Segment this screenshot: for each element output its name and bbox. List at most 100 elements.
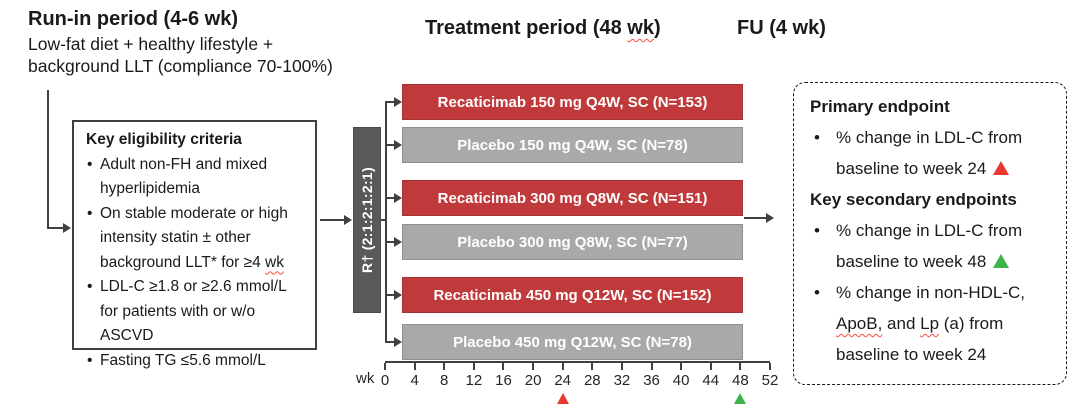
axis-tick-label: 0	[380, 372, 390, 389]
branch-arrowhead-icon-3	[394, 193, 402, 203]
axis-tick	[472, 363, 475, 370]
branch-arrowhead-icon-5	[394, 290, 402, 300]
axis-tick-label: 12	[465, 372, 483, 389]
secondary-endpoint-2-text-part3: (a) from baseline to week 24	[836, 314, 1004, 364]
axis-tick	[413, 363, 416, 370]
eligibility-item-1-text: Adult non-FH and mixed hyperlipidemia	[100, 155, 268, 198]
runin-arrowhead-icon	[63, 223, 71, 233]
week-axis-unit-label: wk	[356, 370, 375, 387]
treatment-period-wk-text: wk	[627, 17, 654, 39]
axis-tick-label: 16	[495, 372, 512, 389]
runin-subtitle-line2: background LLT (compliance 70-100%)	[28, 55, 333, 76]
green-triangle-icon	[993, 254, 1010, 268]
axis-tick	[532, 363, 535, 370]
week24-red-triangle-icon	[556, 393, 569, 404]
axis-tick	[650, 363, 653, 370]
primary-endpoint-item: • % change in LDL-C from baseline to week…	[810, 122, 1050, 184]
axis-tick-label: 52	[761, 372, 779, 389]
eligibility-to-randomization-arrowhead-icon	[344, 215, 352, 225]
axis-tick	[443, 363, 446, 370]
axis-tick-label: 8	[440, 372, 449, 389]
runin-arrow-vertical-line	[47, 90, 49, 229]
axis-tick-label: 48	[732, 372, 749, 389]
eligibility-criteria-box: Key eligibility criteria • Adult non-FH a…	[72, 120, 317, 369]
branch-arrowhead-icon-4	[394, 237, 402, 247]
secondary-endpoints-title: Key secondary endpoints	[810, 190, 1017, 209]
secondary-endpoint-item-1: • % change in LDL-C from baseline to week…	[810, 215, 1050, 277]
axis-tick-label: 24	[554, 372, 572, 389]
secondary-endpoint-item-2: • % change in non-HDL-C, ApoB, and Lp (a)…	[810, 277, 1050, 370]
randomization-label: R† (2:1:2:1:2:1)	[359, 167, 375, 273]
axis-tick-label: 4	[410, 372, 419, 389]
secondary-endpoint-2-text-part1: % change in non-HDL-C,	[836, 283, 1025, 302]
branch-arrowhead-icon-2	[394, 140, 402, 150]
eligibility-item-3-text: LDL-C ≥1.8 or ≥2.6 mmol/L for patients w…	[100, 278, 287, 344]
arm-bar-placebo-450: Placebo 450 mg Q12W, SC (N=78)	[402, 324, 743, 360]
axis-tick	[620, 363, 623, 370]
treatment-period-text: Treatment period (48	[425, 17, 628, 39]
axis-tick	[739, 363, 742, 370]
axis-tick-label: 40	[672, 372, 690, 389]
randomization-stub-line	[381, 219, 386, 221]
branch-arrowhead-icon-6	[394, 337, 402, 347]
bullet-icon: •	[87, 278, 93, 295]
arm-bar-placebo-300: Placebo 300 mg Q8W, SC (N=77)	[402, 224, 743, 260]
arms-to-endpoints-line	[744, 217, 766, 219]
bullet-icon: •	[814, 283, 820, 302]
secondary-endpoint-1-text: % change in LDL-C from baseline to week …	[836, 221, 1023, 271]
branch-line-arm-4	[386, 241, 395, 243]
axis-tick-label: 36	[643, 372, 660, 389]
axis-tick-label: 28	[583, 372, 601, 389]
eligibility-item-2-wk-text: wk	[265, 253, 284, 271]
runin-arrow-horizontal-line	[47, 227, 64, 229]
eligibility-item-2-text: On stable moderate or high intensity sta…	[100, 204, 288, 271]
branch-line-arm-2	[386, 144, 395, 146]
axis-tick	[561, 363, 564, 370]
eligibility-item-4-text: Fasting TG ≤5.6 mmol/L	[100, 351, 266, 369]
axis-tick	[709, 363, 712, 370]
arm-bar-placebo-150: Placebo 150 mg Q4W, SC (N=78)	[402, 127, 743, 163]
bullet-icon: •	[87, 204, 93, 222]
axis-tick-label: 44	[702, 372, 720, 389]
week-axis-ruler: 0 4 8 12 16 20 24 28 32 36 40 44 48 52	[381, 361, 778, 404]
branch-line-arm-1	[386, 101, 395, 103]
eligibility-item-3: • LDL-C ≥1.8 or ≥2.6 mmol/L for patients …	[86, 275, 305, 349]
branch-line-arm-6	[386, 341, 395, 343]
bullet-icon: •	[814, 221, 820, 240]
branch-line-arm-3	[386, 197, 395, 199]
secondary-endpoint-2-apob-text: ApoB,	[836, 314, 883, 333]
bullet-icon: •	[814, 128, 820, 147]
axis-tick	[502, 363, 505, 370]
week48-green-triangle-icon	[734, 393, 747, 404]
branch-vertical-line	[385, 101, 387, 343]
axis-tick-label: 20	[524, 372, 542, 389]
eligibility-title: Key eligibility criteria	[86, 131, 242, 148]
bullet-icon: •	[87, 351, 93, 369]
fu-period-header: FU (4 wk)	[737, 17, 826, 39]
treatment-period-header: Treatment period (48 wk)	[425, 17, 661, 40]
axis-tick	[591, 363, 594, 370]
arms-to-endpoints-arrowhead-icon	[766, 213, 774, 223]
runin-subtitle-line1: Low-fat diet + healthy lifestyle +	[28, 34, 274, 54]
eligibility-item-1: • Adult non-FH and mixed hyperlipidemia	[86, 153, 305, 202]
branch-arrowhead-icon-1	[394, 97, 402, 107]
arm-bar-recaticimab-300: Recaticimab 300 mg Q8W, SC (N=151)	[402, 180, 743, 216]
primary-endpoint-text: % change in LDL-C from baseline to week …	[836, 128, 1023, 178]
secondary-endpoint-2-text-part2: and	[882, 314, 921, 333]
axis-tick-label: 32	[613, 372, 631, 389]
runin-period-header: Run-in period (4-6 wk) Low-fat diet + he…	[28, 8, 378, 77]
eligibility-item-2: • On stable moderate or high intensity st…	[86, 202, 305, 276]
axis-tick	[680, 363, 683, 370]
runin-period-title: Run-in period (4-6 wk)	[28, 8, 238, 30]
secondary-endpoint-2-lp-text: Lp	[920, 314, 940, 333]
endpoints-box: Primary endpoint • % change in LDL-C from…	[793, 82, 1067, 385]
randomization-bar: R† (2:1:2:1:2:1)	[353, 127, 381, 313]
arm-bar-recaticimab-150: Recaticimab 150 mg Q4W, SC (N=153)	[402, 84, 743, 120]
arm-bar-recaticimab-450: Recaticimab 450 mg Q12W, SC (N=152)	[402, 277, 743, 313]
branch-line-arm-5	[386, 294, 395, 296]
red-triangle-icon	[993, 161, 1010, 175]
bullet-icon: •	[87, 155, 93, 173]
treatment-period-close-paren: )	[653, 17, 661, 39]
axis-tick	[769, 363, 771, 370]
